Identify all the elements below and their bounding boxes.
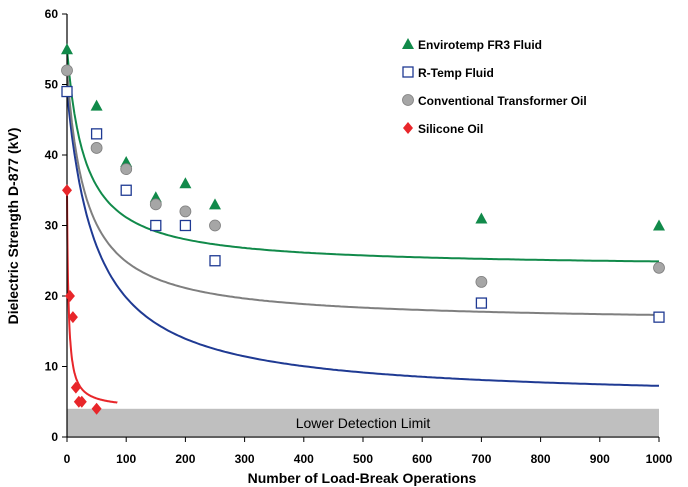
data-point [179,177,192,189]
legend-marker [402,38,414,49]
legend-label: Envirotemp FR3 Fluid [418,38,542,52]
data-point [149,198,162,211]
data-point [61,43,73,55]
x-tick-label: 0 [64,452,71,466]
trend-line [66,49,659,263]
data-point [64,290,75,302]
x-tick-label: 200 [175,452,195,466]
x-tick-label: 600 [412,452,432,466]
data-point [76,395,87,408]
data-point [120,163,133,176]
x-tick-label: 700 [471,452,491,466]
detection-limit-label: Lower Detection Limit [296,415,431,431]
data-point [61,64,73,77]
data-point [653,311,665,323]
y-tick-label: 0 [51,430,58,444]
x-tick-label: 100 [116,452,136,466]
x-tick-label: 900 [590,452,610,466]
data-points [61,43,665,415]
data-point [62,184,72,197]
x-tick-label: 400 [294,452,314,466]
y-tick-label: 30 [45,219,59,233]
trend-line [66,70,660,316]
data-point [150,219,162,232]
x-tick-label: 300 [235,452,255,466]
data-point [475,275,488,288]
trend-line [66,190,118,404]
x-axis-title: Number of Load-Break Operations [248,470,477,486]
data-point [209,198,221,210]
data-point [179,205,192,218]
legend: Envirotemp FR3 Fluid R-Temp Fluid Conventi… [402,38,587,136]
data-point [179,219,192,232]
legend-label: R-Temp Fluid [418,66,494,80]
data-point [90,142,103,154]
data-point [70,381,81,394]
y-tick-label: 20 [45,289,59,303]
detection-limit-rect [67,408,659,436]
data-point [67,311,78,324]
x-tick-label: 800 [531,452,551,466]
y-axis-title: Dielectric Strength D-877 (kV) [5,128,21,325]
data-point [61,85,73,98]
data-point [209,255,221,267]
x-tick-label: 500 [353,452,373,466]
trend-line [66,91,659,387]
data-point [120,184,132,196]
legend-label: Conventional Transformer Oil [418,94,587,108]
data-point [209,219,221,232]
y-tick-label: 40 [45,148,59,162]
trend-lines [66,49,660,404]
data-point [90,99,103,111]
detection-limit-band: Lower Detection Limit [67,408,659,436]
data-point [475,297,488,309]
data-point [91,402,102,415]
y-tick-label: 50 [45,78,59,92]
data-point [90,128,103,140]
y-tick-label: 10 [45,360,59,374]
legend-marker [402,66,414,78]
data-point [475,212,488,224]
legend-label: Silicone Oil [418,122,483,136]
data-point [653,261,665,274]
legend-marker [403,122,413,134]
legend-marker [402,94,414,106]
data-point [653,219,665,231]
x-tick-label: 1000 [646,452,673,466]
y-tick-label: 60 [45,7,59,21]
